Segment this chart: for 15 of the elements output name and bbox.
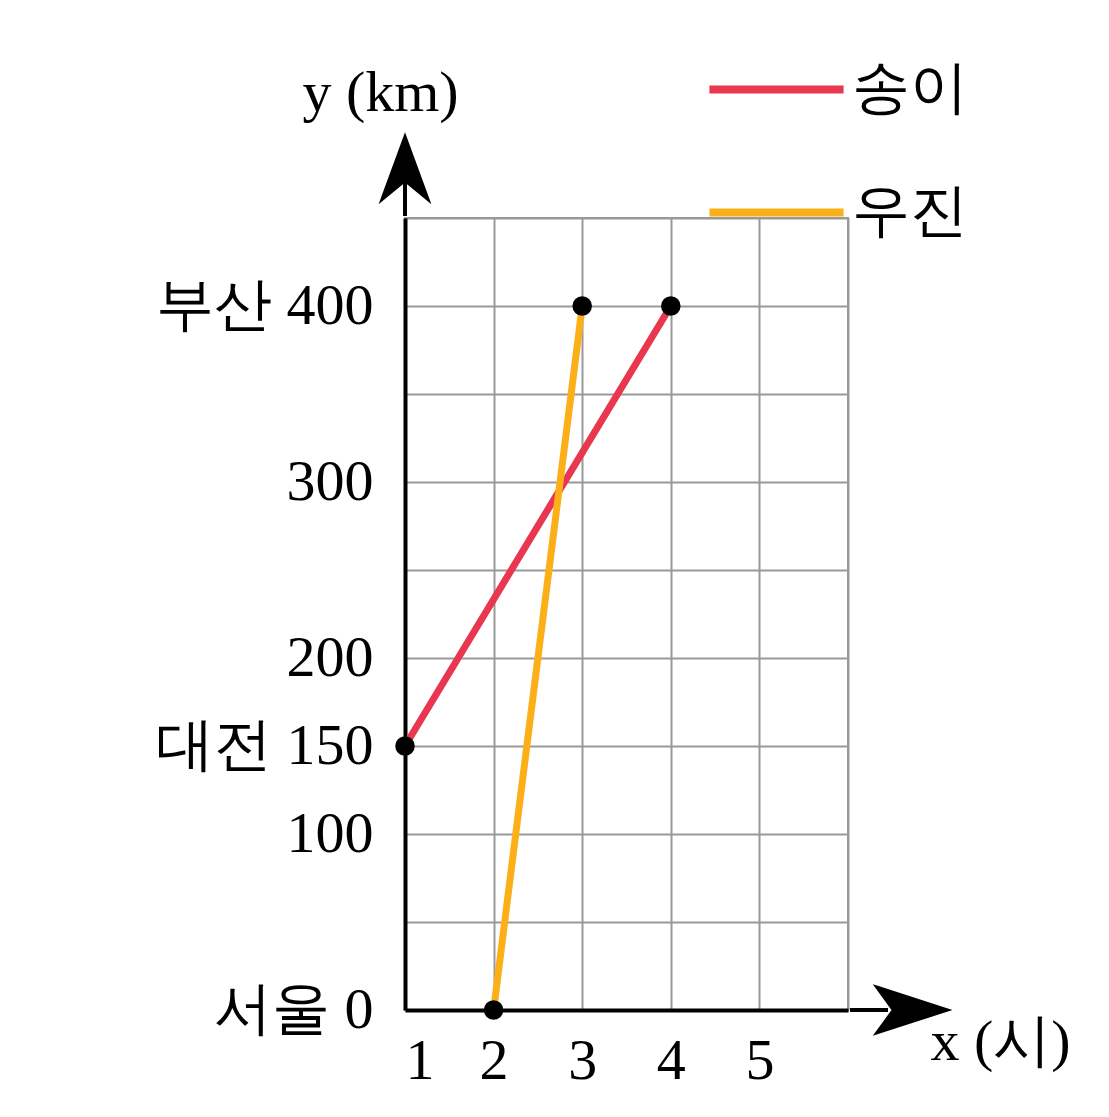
x-tick-label: 2 [479, 1026, 509, 1092]
y-tick-label: 200 [286, 623, 374, 689]
y-tick-label: 서울 0 [214, 975, 374, 1041]
legend-label: 우진 [852, 177, 968, 243]
y-tick-label: 대전 150 [156, 711, 374, 777]
x-tick-label: 3 [568, 1026, 598, 1092]
y-axis-title: y (km) [302, 58, 459, 124]
x-tick-label: 5 [745, 1026, 775, 1092]
x-tick-label: 1 [405, 1026, 435, 1092]
legend-label: 송이 [852, 54, 968, 120]
y-tick-label: 300 [286, 447, 374, 513]
x-axis-title: x (시) [930, 1007, 1071, 1073]
x-tick-label: 4 [656, 1026, 686, 1092]
y-tick-label: 100 [286, 799, 374, 865]
y-tick-label: 부산 400 [156, 271, 374, 337]
